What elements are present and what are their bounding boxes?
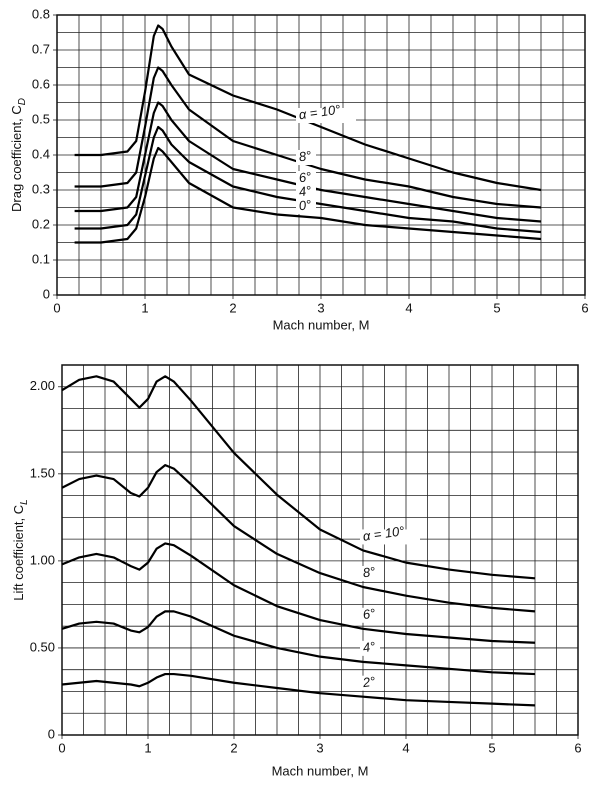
y-tick-label: 1.00: [30, 552, 55, 567]
x-tick-label: 0: [53, 300, 60, 315]
plot-frame: [61, 364, 579, 736]
y-tick-label: 0: [48, 726, 55, 741]
y-axis-label: Drag coefficient, CD: [9, 98, 27, 212]
x-tick-label: 1: [144, 740, 151, 755]
series-label-bg: [296, 108, 356, 123]
x-tick-label: 1: [141, 300, 148, 315]
series-label: 8°: [298, 148, 312, 165]
x-tick-label: 2: [229, 300, 236, 315]
y-axis-label-subscript: D: [17, 98, 28, 105]
x-tick-label: 6: [574, 740, 581, 755]
series-line: [74, 101, 542, 223]
series-label-bg: [360, 529, 420, 545]
series-line: [74, 146, 542, 244]
series-line: [74, 125, 542, 234]
series-label-bg: [360, 640, 380, 656]
series-label-bg: [360, 675, 380, 691]
series-label: 0°: [298, 197, 312, 214]
series-label: 2°: [361, 673, 376, 690]
chart-panel: 0 1 2 3 4 5 6 0 0.50 1.00 1.50 2.00 Mach number, M Li…: [11, 364, 582, 778]
x-tick-label: 4: [405, 300, 412, 315]
x-axis-label: Mach number, M: [273, 317, 370, 332]
y-tick-label: 1.50: [30, 465, 55, 480]
y-tick-label: 0.6: [32, 76, 50, 91]
series-line: [61, 375, 536, 580]
y-tick-label: 0.50: [30, 639, 55, 654]
chart-panel: 0 1 2 3 4 5 6 0 0.1 0.2 0.3 0.4 0.5 0.6 0.7 0.8 Mach num…: [9, 6, 588, 332]
x-tick-label: 2: [230, 740, 237, 755]
series-line: [74, 66, 542, 209]
y-tick-label: 0: [43, 286, 50, 301]
series-label-bg: [296, 185, 316, 200]
x-tick-label: 0: [58, 740, 65, 755]
y-tick-label: 0.3: [32, 181, 50, 196]
x-tick-label: 4: [402, 740, 409, 755]
series-line: [61, 672, 536, 707]
y-axis-label-text: Drag coefficient, C: [9, 105, 24, 212]
series-line: [61, 542, 536, 644]
series-line: [74, 24, 542, 192]
y-axis-label-text: Lift coefficient, C: [11, 505, 26, 601]
series-label-bg: [296, 171, 316, 186]
series-label: 4°: [298, 183, 312, 200]
y-axis-label-subscript: L: [19, 499, 30, 505]
series-line: [61, 464, 536, 613]
plot-frame: [56, 14, 586, 296]
y-axis-label: Lift coefficient, CL: [11, 499, 29, 600]
x-tick-label: 5: [493, 300, 500, 315]
y-tick-label: 0.1: [32, 251, 50, 266]
series-label: 6°: [362, 606, 376, 623]
x-tick-label: 3: [316, 740, 323, 755]
x-tick-label: 5: [488, 740, 495, 755]
series-label-bg: [296, 199, 316, 214]
series-label-bg: [360, 566, 380, 581]
y-tick-label: 0.2: [32, 216, 50, 231]
x-tick-label: 6: [581, 300, 588, 315]
y-tick-label: 2.00: [30, 378, 55, 393]
x-axis-label: Mach number, M: [272, 763, 369, 778]
y-tick-label: 0.7: [32, 41, 50, 56]
series-label: 8°: [362, 564, 376, 581]
series-label-bg: [296, 150, 316, 165]
y-tick-label: 0.8: [32, 6, 50, 21]
y-tick-label: 0.5: [32, 111, 50, 126]
series-label: α = 10°: [298, 102, 342, 123]
series-label: 4°: [362, 639, 376, 656]
series-line: [61, 610, 536, 676]
series-label-bg: [360, 607, 380, 623]
series-label: α = 10°: [362, 523, 406, 544]
y-tick-label: 0.4: [32, 146, 50, 161]
series-label: 6°: [298, 169, 312, 186]
x-tick-label: 3: [317, 300, 324, 315]
